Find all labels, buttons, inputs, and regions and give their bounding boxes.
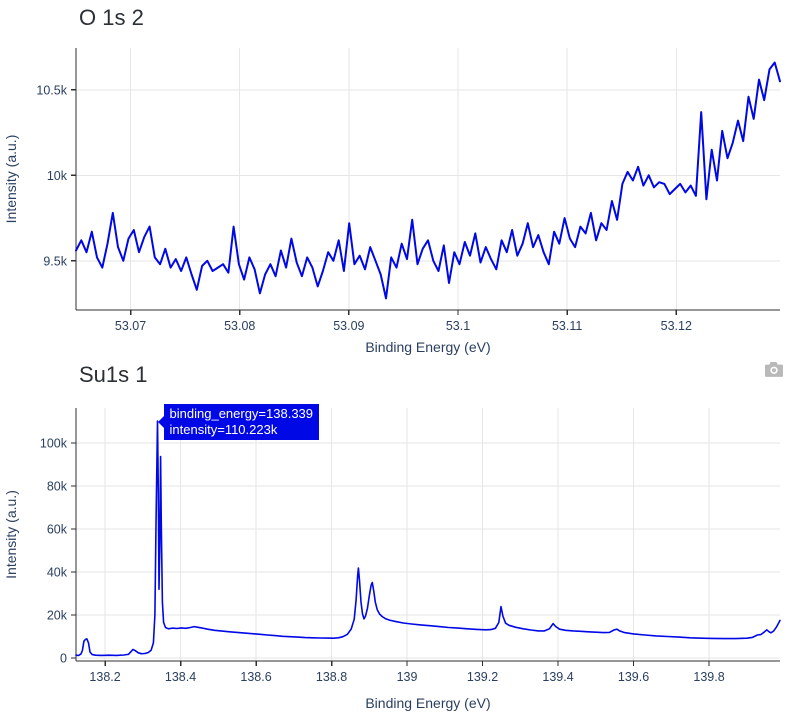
x-tick-label: 139.4 [542,670,573,684]
x-tick-label: 139.6 [618,670,649,684]
x-tick-label: 53.1 [446,319,470,333]
y-tick-label: 10k [47,169,68,183]
x-axis-title: Binding Energy (eV) [365,339,490,355]
y-tick-label: 60k [47,523,68,537]
trace-0[interactable] [75,61,781,300]
trace-1[interactable] [75,420,781,657]
x-tick-label: 53.07 [115,319,146,333]
x-tick-label: 138.6 [240,670,271,684]
x-tick-label: 138.8 [316,670,347,684]
x-tick-label: 53.08 [224,319,255,333]
camera-icon[interactable] [765,362,783,377]
x-tick-label: 53.12 [661,319,692,333]
y-axis-title: Intensity (a.u.) [3,490,19,579]
y-tick-label: 0 [60,651,67,665]
y-axis-title: Intensity (a.u.) [3,135,19,224]
x-tick-label: 139.8 [693,670,724,684]
x-tick-label: 138.2 [89,670,120,684]
x-tick-label: 139.2 [467,670,498,684]
y-tick-label: 40k [47,566,68,580]
y-tick-label: 100k [40,437,68,451]
chart-title-o1s2: O 1s 2 [79,5,144,30]
tooltip-arrow-icon [157,416,164,429]
x-tick-label: 138.4 [165,670,196,684]
tooltip-intensity: intensity=110.223k [169,421,278,437]
hover-tooltip: binding_energy=138.339 intensity=110.223… [157,404,320,441]
x-axis-title: Binding Energy (eV) [365,695,490,711]
y-tick-label: 9.5k [43,254,67,268]
tooltip-binding-energy: binding_energy=138.339 [169,406,314,422]
y-tick-label: 80k [47,480,68,494]
x-tick-label: 139 [397,670,418,684]
y-tick-label: 10.5k [36,83,67,97]
x-tick-label: 53.11 [552,319,582,333]
y-tick-label: 20k [47,609,68,623]
chart-title-su1s1: Su1s 1 [79,362,148,387]
x-tick-label: 53.09 [333,319,364,333]
